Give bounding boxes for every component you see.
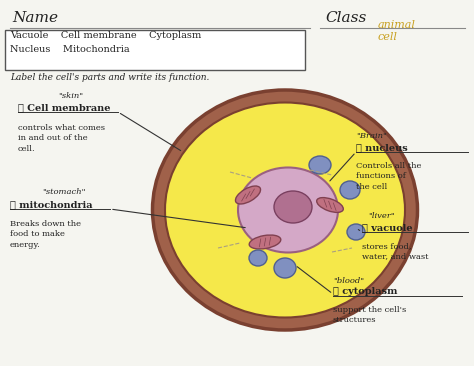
Text: stores food,
water, and wast: stores food, water, and wast: [362, 242, 428, 260]
Ellipse shape: [274, 258, 296, 278]
Text: support the cell's
structures: support the cell's structures: [333, 306, 406, 324]
Ellipse shape: [153, 90, 418, 330]
Text: Nucleus    Mitochondria: Nucleus Mitochondria: [10, 45, 129, 54]
Text: "liver": "liver": [368, 212, 395, 220]
Text: Breaks down the
food to make
energy.: Breaks down the food to make energy.: [10, 220, 81, 249]
Ellipse shape: [249, 235, 281, 249]
FancyBboxPatch shape: [5, 30, 305, 70]
Ellipse shape: [236, 186, 261, 204]
Ellipse shape: [165, 102, 405, 317]
Ellipse shape: [238, 168, 338, 253]
Text: ③ nucleus: ③ nucleus: [356, 143, 408, 152]
Text: ⑤ cytoplasm: ⑤ cytoplasm: [333, 287, 398, 296]
Ellipse shape: [249, 250, 267, 266]
Ellipse shape: [317, 198, 343, 212]
Text: ④ vacuole: ④ vacuole: [362, 223, 413, 232]
Text: Vacuole    Cell membrane    Cytoplasm: Vacuole Cell membrane Cytoplasm: [10, 31, 201, 40]
Text: Label the cell's parts and write its function.: Label the cell's parts and write its fun…: [10, 73, 210, 82]
Ellipse shape: [340, 181, 360, 199]
Text: animal
cell: animal cell: [378, 20, 416, 42]
Ellipse shape: [274, 191, 312, 223]
Ellipse shape: [347, 224, 365, 240]
Text: "skin": "skin": [58, 92, 83, 100]
Ellipse shape: [309, 156, 331, 174]
Text: Controls all the
functions of
the cell: Controls all the functions of the cell: [356, 162, 421, 191]
Text: "blood": "blood": [333, 277, 364, 285]
Text: ② mitochondria: ② mitochondria: [10, 200, 92, 209]
Text: controls what comes
in and out of the
cell.: controls what comes in and out of the ce…: [18, 124, 105, 153]
Text: ① Cell membrane: ① Cell membrane: [18, 103, 110, 112]
Text: Class: Class: [325, 11, 366, 25]
Text: Name: Name: [12, 11, 58, 25]
Text: "Brain": "Brain": [356, 132, 387, 140]
Text: "stomach": "stomach": [42, 188, 85, 196]
